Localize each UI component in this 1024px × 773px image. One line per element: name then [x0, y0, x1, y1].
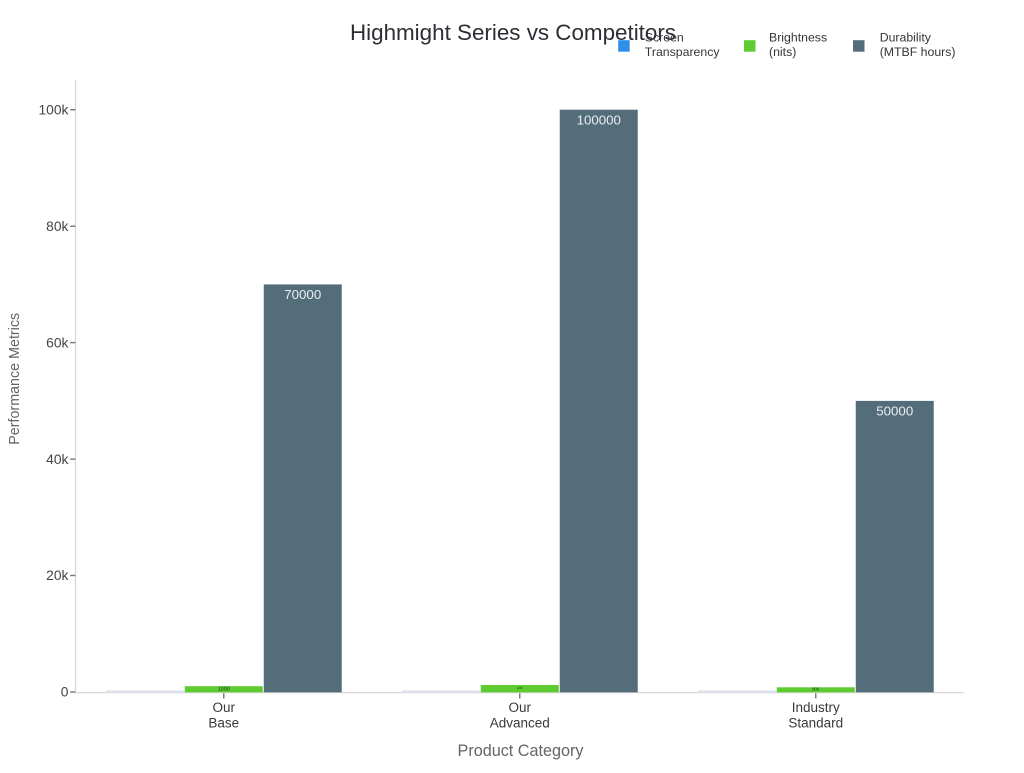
svg-text:Performance Metrics: Performance Metrics [7, 313, 23, 445]
svg-text:Standard: Standard [788, 716, 843, 731]
svg-text:Brightness: Brightness [769, 31, 827, 45]
svg-text:50000: 50000 [876, 404, 913, 419]
svg-text:Transparency: Transparency [645, 45, 721, 59]
svg-text:80k: 80k [46, 219, 68, 234]
svg-text:(nits): (nits) [769, 45, 796, 59]
svg-text:100000: 100000 [577, 113, 621, 128]
svg-text:40k: 40k [46, 452, 68, 467]
svg-text:Our: Our [508, 700, 531, 715]
svg-text:Product Category: Product Category [458, 742, 585, 760]
svg-text:(MTBF hours): (MTBF hours) [880, 45, 956, 59]
svg-text:Industry: Industry [792, 700, 840, 715]
svg-text:0: 0 [61, 685, 69, 700]
svg-text:1200: 1200 [517, 686, 523, 690]
svg-text:100k: 100k [38, 102, 68, 117]
svg-text:Durability: Durability [880, 31, 932, 45]
svg-text:70000: 70000 [284, 287, 321, 302]
svg-text:20k: 20k [46, 568, 68, 583]
svg-text:800: 800 [812, 686, 820, 691]
svg-text:Screen: Screen [645, 31, 684, 45]
svg-text:Base: Base [208, 716, 239, 731]
svg-text:Our: Our [212, 700, 235, 715]
svg-text:Advanced: Advanced [490, 716, 550, 731]
svg-text:1000: 1000 [218, 687, 230, 693]
svg-text:60k: 60k [46, 335, 68, 350]
